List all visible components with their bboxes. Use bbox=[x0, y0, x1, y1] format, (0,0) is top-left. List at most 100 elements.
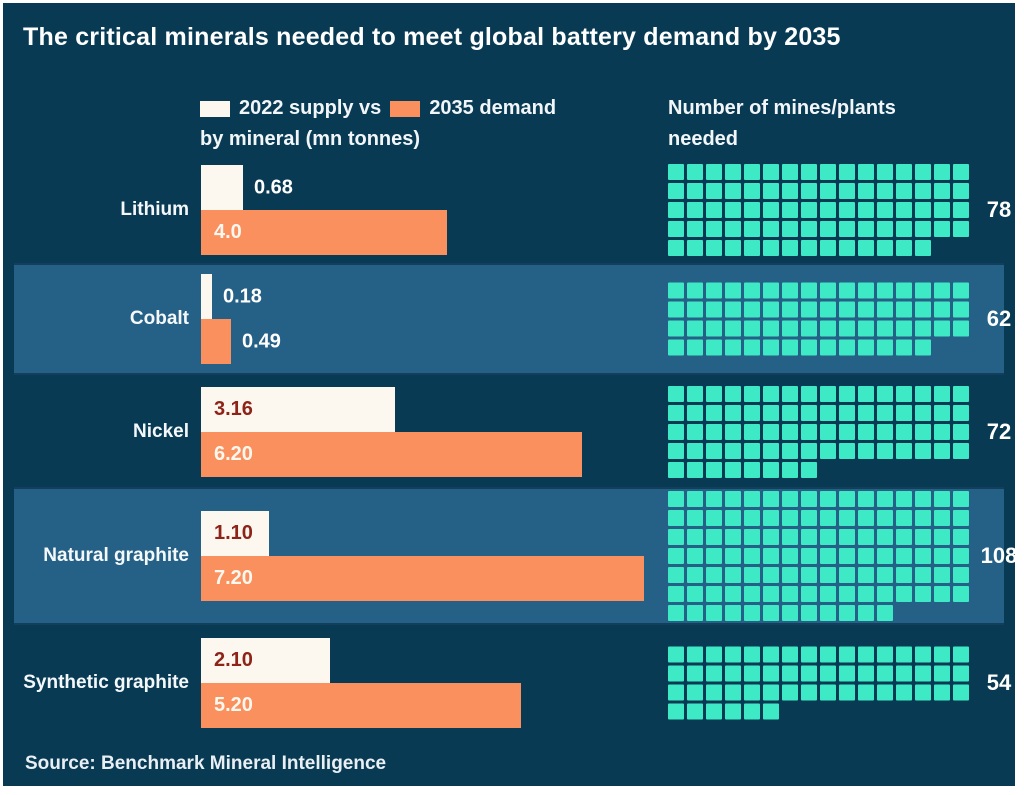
mine-square bbox=[763, 510, 779, 526]
mine-square bbox=[820, 240, 836, 256]
mineral-label: Synthetic graphite bbox=[23, 672, 189, 693]
mine-square bbox=[687, 405, 703, 421]
mine-square bbox=[801, 510, 817, 526]
source-label: Source: Benchmark Mineral Intelligence bbox=[25, 753, 387, 774]
mine-square bbox=[896, 339, 912, 356]
mine-square bbox=[687, 202, 703, 218]
mine-square bbox=[706, 646, 722, 663]
mine-square bbox=[896, 529, 912, 545]
mine-square bbox=[782, 567, 798, 583]
mine-square bbox=[725, 586, 741, 602]
mine-square bbox=[839, 320, 855, 337]
mine-square bbox=[953, 548, 969, 564]
mine-square bbox=[782, 586, 798, 602]
mine-square bbox=[877, 510, 893, 526]
mine-square bbox=[820, 510, 836, 526]
mine-square bbox=[687, 164, 703, 180]
mine-square bbox=[953, 424, 969, 440]
mine-square bbox=[915, 164, 931, 180]
mine-square bbox=[934, 202, 950, 218]
mine-square bbox=[668, 529, 684, 545]
mine-square bbox=[687, 339, 703, 356]
mine-square bbox=[668, 320, 684, 337]
mine-square bbox=[896, 684, 912, 701]
mine-square bbox=[706, 164, 722, 180]
mine-square bbox=[858, 405, 874, 421]
mine-square bbox=[801, 567, 817, 583]
chart-title: The critical minerals needed to meet glo… bbox=[23, 23, 841, 51]
mine-square bbox=[706, 665, 722, 682]
mine-square bbox=[782, 646, 798, 663]
mine-square bbox=[877, 202, 893, 218]
mine-square bbox=[953, 684, 969, 701]
mine-square bbox=[953, 301, 969, 318]
mine-square bbox=[782, 684, 798, 701]
mine-square bbox=[763, 646, 779, 663]
mine-square bbox=[915, 221, 931, 237]
mine-square bbox=[706, 202, 722, 218]
mine-square bbox=[877, 301, 893, 318]
mine-square bbox=[782, 221, 798, 237]
mine-square bbox=[877, 183, 893, 199]
supply-legend-label: 2022 supply vs bbox=[239, 97, 382, 119]
supply-value-label: 0.18 bbox=[223, 285, 262, 307]
mine-square bbox=[782, 386, 798, 402]
mine-square bbox=[934, 586, 950, 602]
mine-square bbox=[858, 221, 874, 237]
mine-square bbox=[725, 646, 741, 663]
mine-square bbox=[782, 548, 798, 564]
mine-square bbox=[782, 405, 798, 421]
mine-square bbox=[763, 586, 779, 602]
mines-count-label: 78 bbox=[986, 197, 1012, 222]
mine-square bbox=[915, 339, 931, 356]
mine-square bbox=[687, 491, 703, 507]
mine-square bbox=[687, 684, 703, 701]
mine-square bbox=[744, 183, 760, 199]
mine-square bbox=[668, 605, 684, 621]
mine-square bbox=[668, 443, 684, 459]
mine-square bbox=[801, 548, 817, 564]
mine-square bbox=[915, 405, 931, 421]
mine-square bbox=[763, 443, 779, 459]
mine-square bbox=[858, 491, 874, 507]
mine-square bbox=[687, 240, 703, 256]
mine-square bbox=[763, 339, 779, 356]
mine-square bbox=[668, 386, 684, 402]
mine-square bbox=[934, 320, 950, 337]
mines-waffle bbox=[668, 282, 969, 356]
mine-square bbox=[725, 320, 741, 337]
mine-square bbox=[934, 684, 950, 701]
mine-square bbox=[725, 164, 741, 180]
mine-square bbox=[725, 443, 741, 459]
mine-square bbox=[953, 443, 969, 459]
mine-square bbox=[763, 424, 779, 440]
mine-square bbox=[763, 665, 779, 682]
mine-square bbox=[668, 491, 684, 507]
mine-square bbox=[801, 301, 817, 318]
mine-square bbox=[934, 548, 950, 564]
mines-count-label: 108 bbox=[980, 543, 1018, 568]
mine-square bbox=[934, 665, 950, 682]
mine-square bbox=[725, 301, 741, 318]
mine-square bbox=[896, 183, 912, 199]
mine-square bbox=[953, 221, 969, 237]
mine-square bbox=[858, 665, 874, 682]
mine-square bbox=[782, 491, 798, 507]
mine-square bbox=[839, 164, 855, 180]
mines-waffle bbox=[668, 646, 969, 720]
mine-square bbox=[858, 567, 874, 583]
mine-square bbox=[706, 320, 722, 337]
mine-square bbox=[801, 183, 817, 199]
mine-square bbox=[820, 684, 836, 701]
mine-square bbox=[839, 646, 855, 663]
mine-square bbox=[725, 529, 741, 545]
mine-square bbox=[953, 202, 969, 218]
mine-square bbox=[668, 221, 684, 237]
mine-square bbox=[858, 510, 874, 526]
mineral-row-cobalt: Cobalt 0.18 0.49 62 bbox=[3, 263, 1015, 375]
row-band-background bbox=[14, 263, 1004, 375]
mine-square bbox=[763, 221, 779, 237]
demand-legend-label: 2035 demand bbox=[429, 97, 557, 119]
mine-square bbox=[934, 301, 950, 318]
mine-square bbox=[934, 443, 950, 459]
